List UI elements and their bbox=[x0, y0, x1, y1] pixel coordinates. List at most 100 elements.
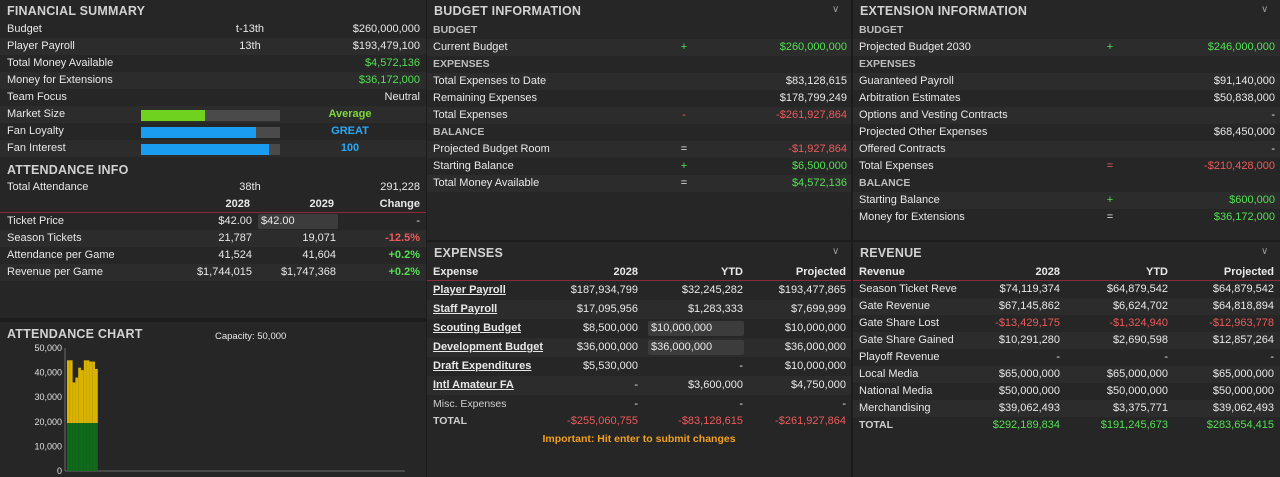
revenue-row-ytd: $3,375,771 bbox=[1112, 402, 1168, 414]
expenses-header-row: Expense 2028 YTD Projected bbox=[427, 264, 851, 281]
expense-row-2028: - bbox=[634, 379, 638, 391]
attendance-bar bbox=[72, 382, 76, 424]
remaining-expenses-label: Remaining Expenses bbox=[433, 92, 537, 104]
expense-row: Player Payroll $187,934,799 $32,245,282 $19… bbox=[427, 281, 851, 300]
financial-row-value: Neutral bbox=[384, 91, 420, 103]
financial-row-rank: t-13th bbox=[235, 23, 265, 35]
ext-balance-section-label: BALANCE bbox=[859, 177, 911, 189]
meter-bar-fill bbox=[141, 127, 257, 138]
chevron-down-icon[interactable]: ∨ bbox=[1261, 246, 1269, 257]
revenue-row-ytd: $65,000,000 bbox=[1106, 368, 1168, 380]
expense-row-label[interactable]: Development Budget bbox=[433, 341, 544, 353]
ext-starting-balance-op: + bbox=[1106, 194, 1114, 206]
revenue-col-ytd: YTD bbox=[1146, 266, 1168, 278]
attendance-bar bbox=[67, 423, 70, 471]
expense-row-projected: $193,477,865 bbox=[778, 284, 846, 296]
expenses-total-row: TOTAL -$255,060,755 -$83,128,615 -$261,9… bbox=[427, 413, 851, 430]
projected-budget-room-label: Projected Budget Room bbox=[433, 143, 550, 155]
attendance-row-2028: 21,787 bbox=[218, 232, 252, 244]
expense-ytd-input[interactable]: $36,000,000 bbox=[648, 340, 744, 355]
expense-row-projected: $4,750,000 bbox=[790, 379, 846, 391]
revenue-row-projected: - bbox=[1270, 351, 1274, 363]
revenue-row-label: Merchandising bbox=[859, 402, 931, 414]
expense-row-2028: $5,530,000 bbox=[582, 360, 638, 372]
ticket-price-change: - bbox=[416, 215, 420, 227]
revenue-row-ytd: $64,879,542 bbox=[1106, 283, 1168, 295]
meter-bar-fill bbox=[141, 144, 269, 155]
financial-row-label: Total Money Available bbox=[7, 57, 114, 69]
offered-contracts-value: - bbox=[1271, 143, 1275, 155]
financial-row-label: Budget bbox=[7, 23, 42, 35]
ticket-price-2028: $42.00 bbox=[218, 215, 252, 227]
attendance-row-label: Season Tickets bbox=[7, 232, 82, 244]
ticket-price-label: Ticket Price bbox=[7, 215, 65, 227]
attendance-header-row: 2028 2029 Change bbox=[0, 196, 426, 213]
revenue-row-projected: $64,879,542 bbox=[1212, 283, 1274, 295]
projected-budget-room-value: -$1,927,864 bbox=[788, 143, 847, 155]
attendance-bar bbox=[75, 377, 79, 424]
guaranteed-payroll-value: $91,140,000 bbox=[1213, 75, 1275, 87]
revenue-row-projected: $64,818,894 bbox=[1212, 300, 1274, 312]
projected-budget-op: + bbox=[1106, 41, 1114, 53]
expense-row-label[interactable]: Staff Payroll bbox=[433, 303, 498, 315]
extension-information-panel: EXTENSION INFORMATION ∨ BUDGET Projected… bbox=[853, 0, 1280, 240]
ext-starting-balance-row: Starting Balance + $600,000 bbox=[853, 192, 1280, 209]
revenue-row: Merchandising $39,062,493 $3,375,771 $39,06… bbox=[853, 400, 1280, 417]
expense-row-projected: $10,000,000 bbox=[784, 360, 846, 372]
chevron-down-icon[interactable]: ∨ bbox=[1261, 4, 1269, 15]
current-budget-op: + bbox=[680, 41, 688, 53]
expenses-col-expense: Expense bbox=[433, 266, 479, 278]
revenue-row-label: Gate Share Gained bbox=[859, 334, 954, 346]
attendance-bar bbox=[83, 423, 87, 471]
attendance-bar bbox=[95, 423, 98, 471]
starting-balance-label: Starting Balance bbox=[433, 160, 514, 172]
chevron-down-icon[interactable]: ∨ bbox=[832, 4, 840, 15]
money-for-extensions-value: $36,172,000 bbox=[1213, 211, 1275, 223]
expense-row-label[interactable]: Draft Expenditures bbox=[433, 360, 532, 372]
chevron-down-icon[interactable]: ∨ bbox=[832, 246, 840, 257]
revenue-row-ytd: - bbox=[1164, 351, 1168, 363]
current-budget-label: Current Budget bbox=[433, 41, 508, 53]
expense-row-label[interactable]: Intl Amateur FA bbox=[433, 379, 514, 391]
total-attendance-value: 291,228 bbox=[380, 181, 420, 193]
expense-row-projected: - bbox=[842, 398, 846, 410]
revenue-row-projected: $65,000,000 bbox=[1212, 368, 1274, 380]
submit-notice: Important: Hit enter to submit changes bbox=[542, 433, 736, 445]
meter-value: GREAT bbox=[331, 125, 369, 137]
projected-other-expenses-value: $68,450,000 bbox=[1213, 126, 1275, 138]
expense-row-label[interactable]: Player Payroll bbox=[433, 284, 506, 296]
col-change: Change bbox=[379, 198, 420, 210]
attendance-bar bbox=[95, 368, 98, 424]
current-budget-row: Current Budget + $260,000,000 bbox=[427, 39, 851, 56]
projected-budget-room-op: = bbox=[680, 143, 688, 155]
financial-row-rank bbox=[215, 89, 285, 106]
ext-total-expenses-label: Total Expenses bbox=[859, 160, 934, 172]
expense-row: Development Budget $36,000,000 $36,000,000… bbox=[427, 338, 851, 357]
revenue-panel: REVENUE ∨ Revenue 2028 YTD Projected Sea… bbox=[853, 242, 1280, 477]
financial-row-rank bbox=[215, 72, 285, 89]
revenue-col-projected: Projected bbox=[1223, 266, 1274, 278]
revenue-row-ytd: $2,690,598 bbox=[1112, 334, 1168, 346]
revenue-row: Gate Share Lost -$13,429,175 -$1,324,940 -$… bbox=[853, 315, 1280, 332]
options-vesting-label: Options and Vesting Contracts bbox=[859, 109, 1008, 121]
total-attendance-rank: 38th bbox=[239, 181, 261, 193]
total-expenses-to-date-row: Total Expenses to Date $83,128,615 bbox=[427, 73, 851, 90]
expense-row-ytd: $32,245,282 bbox=[681, 284, 743, 296]
ticket-price-input[interactable]: $42.00 bbox=[258, 214, 338, 229]
revenue-row-label: Local Media bbox=[859, 368, 919, 380]
total-expenses-to-date-label: Total Expenses to Date bbox=[433, 75, 547, 87]
expense-row-ytd: - bbox=[739, 360, 743, 372]
arbitration-estimates-row: Arbitration Estimates $50,838,000 bbox=[853, 90, 1280, 107]
attendance-chart: 50,000 40,000 30,000 20,000 10,000 0 bbox=[34, 343, 405, 476]
expenses-total-projected: -$261,927,864 bbox=[775, 415, 846, 427]
money-for-extensions-row: Money for Extensions = $36,172,000 bbox=[853, 209, 1280, 226]
meter-value: 100 bbox=[340, 142, 360, 154]
ext-starting-balance-label: Starting Balance bbox=[859, 194, 940, 206]
expenses-total-2028: -$255,060,755 bbox=[567, 415, 638, 427]
expense-row: Misc. Expenses - - - bbox=[427, 395, 851, 414]
attendance-bar bbox=[86, 423, 90, 471]
expense-ytd-input[interactable]: $10,000,000 bbox=[648, 321, 744, 336]
attendance-chart-panel: ATTENDANCE CHART Capacity: 50,000 50,000… bbox=[0, 322, 426, 477]
expense-row-label[interactable]: Scouting Budget bbox=[433, 322, 521, 334]
revenue-total-row: TOTAL $292,189,834 $191,245,673 $283,654… bbox=[853, 417, 1280, 434]
